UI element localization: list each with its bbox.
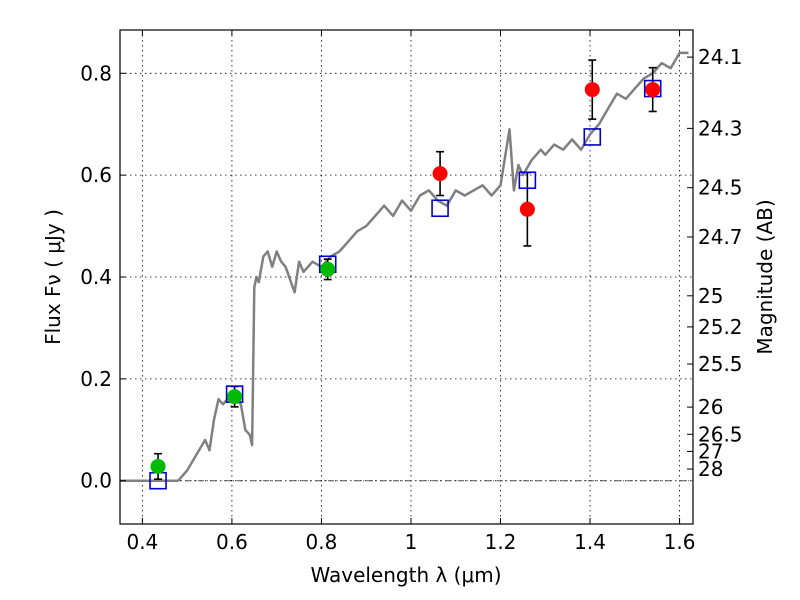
mag-tick-label: 27 [698,439,723,463]
mag-tick-label: 26.5 [698,422,743,446]
x-tick-label: 0.8 [306,530,338,554]
error-bars [154,59,657,480]
mag-tick-label: 25.5 [698,352,743,376]
mag-tick-label: 25 [698,284,723,308]
model-layer [120,51,689,482]
observed-flux-point [519,201,535,217]
y-tick-labels: 0.0 0.2 0.4 0.6 0.8 [80,61,112,492]
grid [120,30,693,524]
observed-flux-point [227,389,243,405]
sed-model-line [120,51,689,482]
observed-photometry-markers [150,82,661,474]
mag-tick-label: 24.1 [698,45,743,69]
observed-flux-point [645,82,661,98]
y-axis-label: Flux Fν ( μJy ) [41,209,65,345]
mag-tick-label: 24.3 [698,116,743,140]
mag-tick-label: 28 [698,457,723,481]
y2-axis-label: Magnitude (AB) [753,199,777,354]
x-tick-label: 0.4 [126,530,158,554]
mag-tick-label: 25.2 [698,315,743,339]
axis-ticks [120,30,693,524]
mag-tick-label: 24.5 [698,176,743,200]
x-tick-label: 1.2 [485,530,517,554]
mag-tick-label: 24.7 [698,225,743,249]
y-tick-label: 0.8 [80,61,112,85]
y-tick-label: 0.6 [80,163,112,187]
synthetic-photometry-markers [149,79,662,490]
observed-flux-point [584,82,600,98]
synthetic-photometry-square [583,128,602,146]
observed-flux-point [320,261,336,277]
mag-tick-label: 26 [698,395,723,419]
y-tick-label: 0.0 [80,469,112,493]
x-tick-label: 0.6 [216,530,248,554]
synthetic-photometry-square [431,199,449,218]
observed-flux-point [150,458,166,474]
y-tick-label: 0.4 [80,265,112,289]
synthetic-photometry-square [518,171,537,190]
observed-flux-point [432,166,448,182]
x-tick-label: 1.4 [574,530,606,554]
x-axis-label: Wavelength λ (μm) [310,563,501,587]
x-tick-label: 1 [405,530,418,554]
x-tick-label: 1.6 [664,530,696,554]
y-tick-label: 0.2 [80,367,112,391]
x-tick-labels: 0.4 0.6 0.8 1 1.2 1.4 1.6 [126,530,695,554]
